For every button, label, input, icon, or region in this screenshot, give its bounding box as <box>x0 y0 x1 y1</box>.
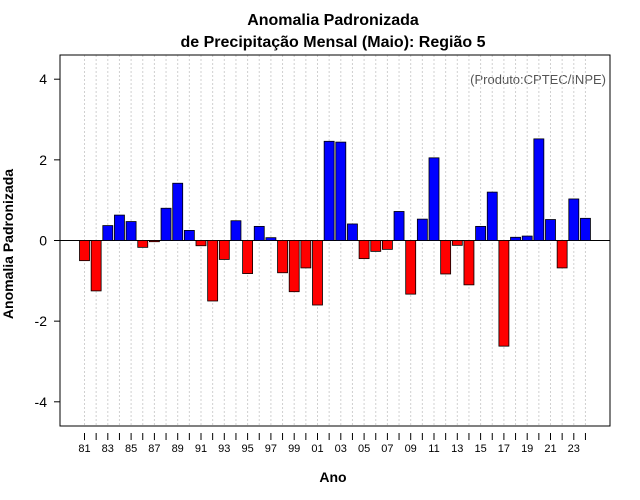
bar-21 <box>545 219 556 241</box>
bar-99 <box>288 240 300 293</box>
x-axis: 81 83 85 87 89 91 93 95 97 99 01 03 05 07 09 11 13 15 17 19… <box>78 433 586 455</box>
bar-19 <box>521 235 533 241</box>
x-tick-label: 09 <box>405 443 417 455</box>
bar-97 <box>265 237 277 241</box>
bar-09 <box>405 240 417 295</box>
x-tick-label: 23 <box>568 443 580 455</box>
x-tick-label: 91 <box>195 443 207 455</box>
y-tick-label: 0 <box>39 233 47 249</box>
bar-05 <box>358 240 370 260</box>
bar-81 <box>79 240 90 262</box>
bar-23 <box>568 198 580 241</box>
bar-85 <box>125 221 137 241</box>
y-tick-label: -4 <box>35 394 48 410</box>
bar-17 <box>498 240 510 347</box>
bar-07 <box>381 240 393 250</box>
bar-91 <box>195 240 207 247</box>
bar-98 <box>277 240 288 274</box>
y-tick-label: 4 <box>39 71 47 87</box>
x-tick-label: 19 <box>521 443 533 455</box>
bar-11 <box>428 157 440 241</box>
x-tick-label: 89 <box>172 443 184 455</box>
bar-94 <box>230 220 242 241</box>
y-axis: -4 -2 0 2 4 <box>35 71 60 410</box>
x-tick-label: 05 <box>358 443 370 455</box>
x-tick-label: 01 <box>311 443 323 455</box>
chart-title-line2: de Precipitação Mensal (Maio): Região 5 <box>181 34 486 51</box>
bar-22 <box>556 240 568 269</box>
bar-12 <box>440 240 452 275</box>
bar-90 <box>183 230 195 241</box>
x-tick-label: 03 <box>335 443 347 455</box>
bar-92 <box>207 240 219 302</box>
bar-89 <box>172 182 184 241</box>
bar-13 <box>451 240 463 246</box>
x-tick-label: 81 <box>78 443 90 455</box>
bar-82 <box>90 240 102 292</box>
chart-title-line1: Anomalia Padronizada <box>247 12 419 29</box>
bar-16 <box>486 191 498 241</box>
bar-18 <box>510 236 521 241</box>
bar-06 <box>370 240 382 252</box>
x-tick-label: 17 <box>498 443 510 455</box>
bar-08 <box>393 211 405 241</box>
bar-88 <box>160 207 172 241</box>
bar-84 <box>114 214 125 241</box>
bar-96 <box>253 225 265 241</box>
x-tick-label: 07 <box>381 443 393 455</box>
bar-95 <box>242 240 254 274</box>
bar-01 <box>312 240 323 306</box>
y-axis-title: Anomalia Padronizada <box>0 169 16 319</box>
x-tick-label: 13 <box>451 443 463 455</box>
x-tick-label: 21 <box>544 443 556 455</box>
bar-86 <box>137 240 149 248</box>
bar-20 <box>533 138 545 241</box>
x-axis-title: Ano <box>319 469 346 485</box>
bars <box>79 138 591 347</box>
x-tick-label: 85 <box>125 443 137 455</box>
bar-02 <box>323 140 335 241</box>
bar-15 <box>475 225 487 241</box>
x-tick-label: 15 <box>474 443 486 455</box>
y-tick-label: 2 <box>39 152 47 168</box>
bar-24 <box>580 217 591 241</box>
x-tick-label: 87 <box>148 443 160 455</box>
bar-04 <box>347 223 358 241</box>
x-tick-label: 11 <box>428 443 439 455</box>
bar-93 <box>218 240 230 260</box>
bar-10 <box>416 218 428 241</box>
x-tick-label: 83 <box>102 443 114 455</box>
x-tick-label: 95 <box>241 443 253 455</box>
x-tick-label: 97 <box>265 443 277 455</box>
bar-00 <box>300 240 312 269</box>
x-tick-label: 93 <box>218 443 230 455</box>
bar-83 <box>102 225 114 241</box>
x-tick-label: 99 <box>288 443 300 455</box>
bar-03 <box>335 141 347 241</box>
y-tick-label: -2 <box>35 313 48 329</box>
bar-87 <box>148 240 160 243</box>
bar-14 <box>463 240 475 286</box>
